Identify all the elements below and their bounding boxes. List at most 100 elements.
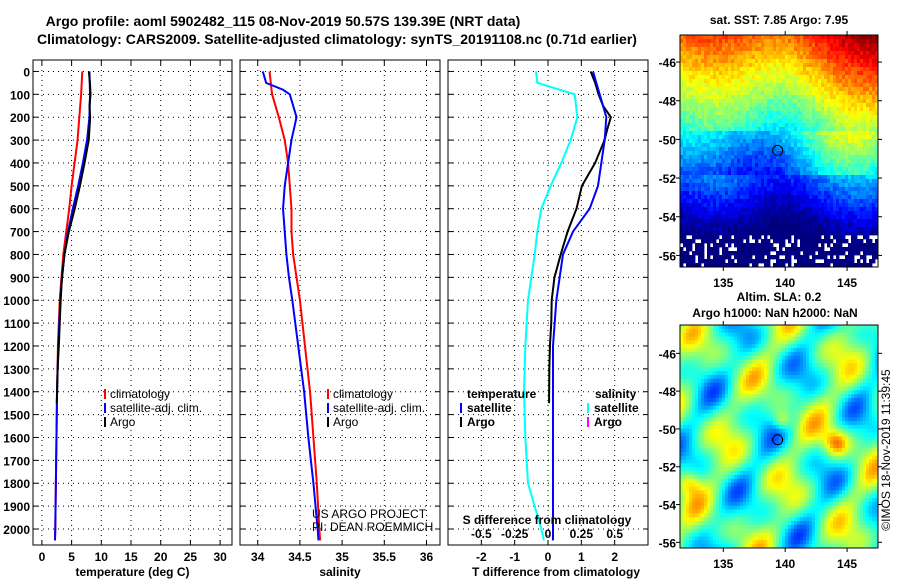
map-cell [836,131,839,135]
map-cell [734,235,737,239]
map-cell [767,203,770,207]
map-cell [752,135,755,139]
map-cell [773,35,776,39]
map-cell [794,183,797,187]
map-cell [827,337,830,341]
map-cell [866,43,869,47]
map-cell [737,371,740,375]
map-cell [836,63,839,67]
map-cell [716,325,719,329]
map-cell [833,127,836,131]
map-cell [725,356,728,360]
map-cell [716,348,719,352]
map-cell [731,367,734,371]
map-cell [716,131,719,135]
map-cell [758,111,761,115]
map-cell [701,107,704,111]
map-cell [722,151,725,155]
map-cell [746,111,749,115]
map-cell [764,375,767,379]
map-cell [710,247,713,251]
map-cell [686,219,689,223]
map-cell [707,159,710,163]
map-cell [713,67,716,71]
map-cell [815,325,818,329]
map-cell [716,203,719,207]
map-cell [698,139,701,143]
map-cell [854,199,857,203]
depth-tick-label: 500 [10,180,30,194]
map-cell [791,151,794,155]
map-cell [857,111,860,115]
map-cell [728,79,731,83]
map-cell [845,151,848,155]
map-cell [767,360,770,364]
map-cell [719,51,722,55]
map-cell [857,337,860,341]
map-cell [695,147,698,151]
map-cell [749,191,752,195]
map-cell [689,219,692,223]
map-cell [854,39,857,43]
map-cell [683,79,686,83]
map-cell [755,363,758,367]
map-cell [692,235,695,239]
map-cell [767,55,770,59]
map-cell [785,348,788,352]
map-cell [842,203,845,207]
map-cell [743,35,746,39]
map-cell [737,255,740,259]
map-cell [692,83,695,87]
map-cell [851,87,854,91]
map-cell [773,167,776,171]
map-cell [740,151,743,155]
map-cell [794,99,797,103]
map-cell [773,159,776,163]
map-cell [737,360,740,364]
map-cell [839,95,842,99]
map-cell [752,223,755,227]
map-cell [776,131,779,135]
map-cell [740,363,743,367]
map-cell [791,251,794,255]
map-cell [707,247,710,251]
map-cell [830,79,833,83]
map-cell [707,344,710,348]
map-cell [827,99,830,103]
map-cell [827,71,830,75]
map-cell [785,215,788,219]
map-cell [692,195,695,199]
depth-tick-label: 400 [10,157,30,171]
map-cell [782,191,785,195]
map-cell [827,79,830,83]
map-cell [863,367,866,371]
map-cell [746,107,749,111]
map-cell [758,352,761,356]
map-cell [707,203,710,207]
map-cell [800,63,803,67]
map-cell [776,239,779,243]
map-cell [839,344,842,348]
map-cell [680,367,683,371]
map-cell [728,107,731,111]
map-cell [710,375,713,379]
map-cell [785,325,788,329]
map-cell [743,115,746,119]
map-cell [707,207,710,211]
map-cell [725,367,728,371]
map-cell [701,219,704,223]
map-cell [776,235,779,239]
map-cell [803,71,806,75]
map-cell [749,195,752,199]
map-cell [707,67,710,71]
map-cell [737,247,740,251]
map-cell [857,203,860,207]
map-cell [788,99,791,103]
depth-tick-label: 900 [10,271,30,285]
map-cell [854,107,857,111]
map-cell [818,163,821,167]
map-cell [803,247,806,251]
map-cell [806,55,809,59]
map-cell [698,243,701,247]
map-cell [776,147,779,151]
